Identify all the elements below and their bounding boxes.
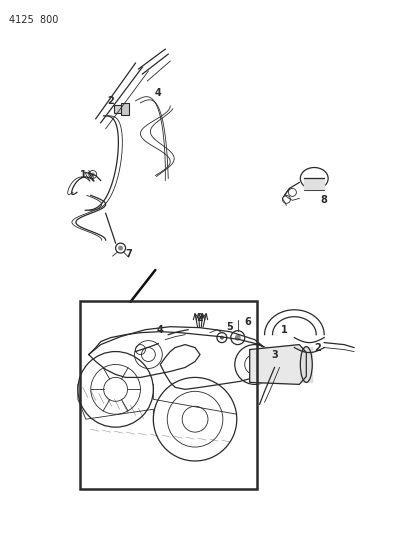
Circle shape <box>118 246 123 251</box>
Text: 1: 1 <box>281 325 288 335</box>
Text: 2: 2 <box>314 343 321 352</box>
Polygon shape <box>304 179 324 190</box>
Text: 2: 2 <box>107 96 114 106</box>
Polygon shape <box>300 346 312 382</box>
Bar <box>113 105 124 113</box>
Circle shape <box>235 335 241 341</box>
Text: 4125  800: 4125 800 <box>9 15 59 25</box>
Text: 4: 4 <box>157 325 164 335</box>
Text: 8: 8 <box>321 196 328 205</box>
Text: 6: 6 <box>244 317 251 327</box>
Text: 7: 7 <box>125 249 132 259</box>
Text: 3: 3 <box>271 350 278 360</box>
Circle shape <box>91 173 95 176</box>
Bar <box>121 103 129 115</box>
Circle shape <box>220 336 224 340</box>
Text: 5: 5 <box>226 322 233 332</box>
Polygon shape <box>250 345 306 384</box>
Text: 1: 1 <box>80 171 86 181</box>
Text: 4: 4 <box>155 88 162 98</box>
Bar <box>80 301 257 489</box>
Text: 2: 2 <box>197 313 204 323</box>
